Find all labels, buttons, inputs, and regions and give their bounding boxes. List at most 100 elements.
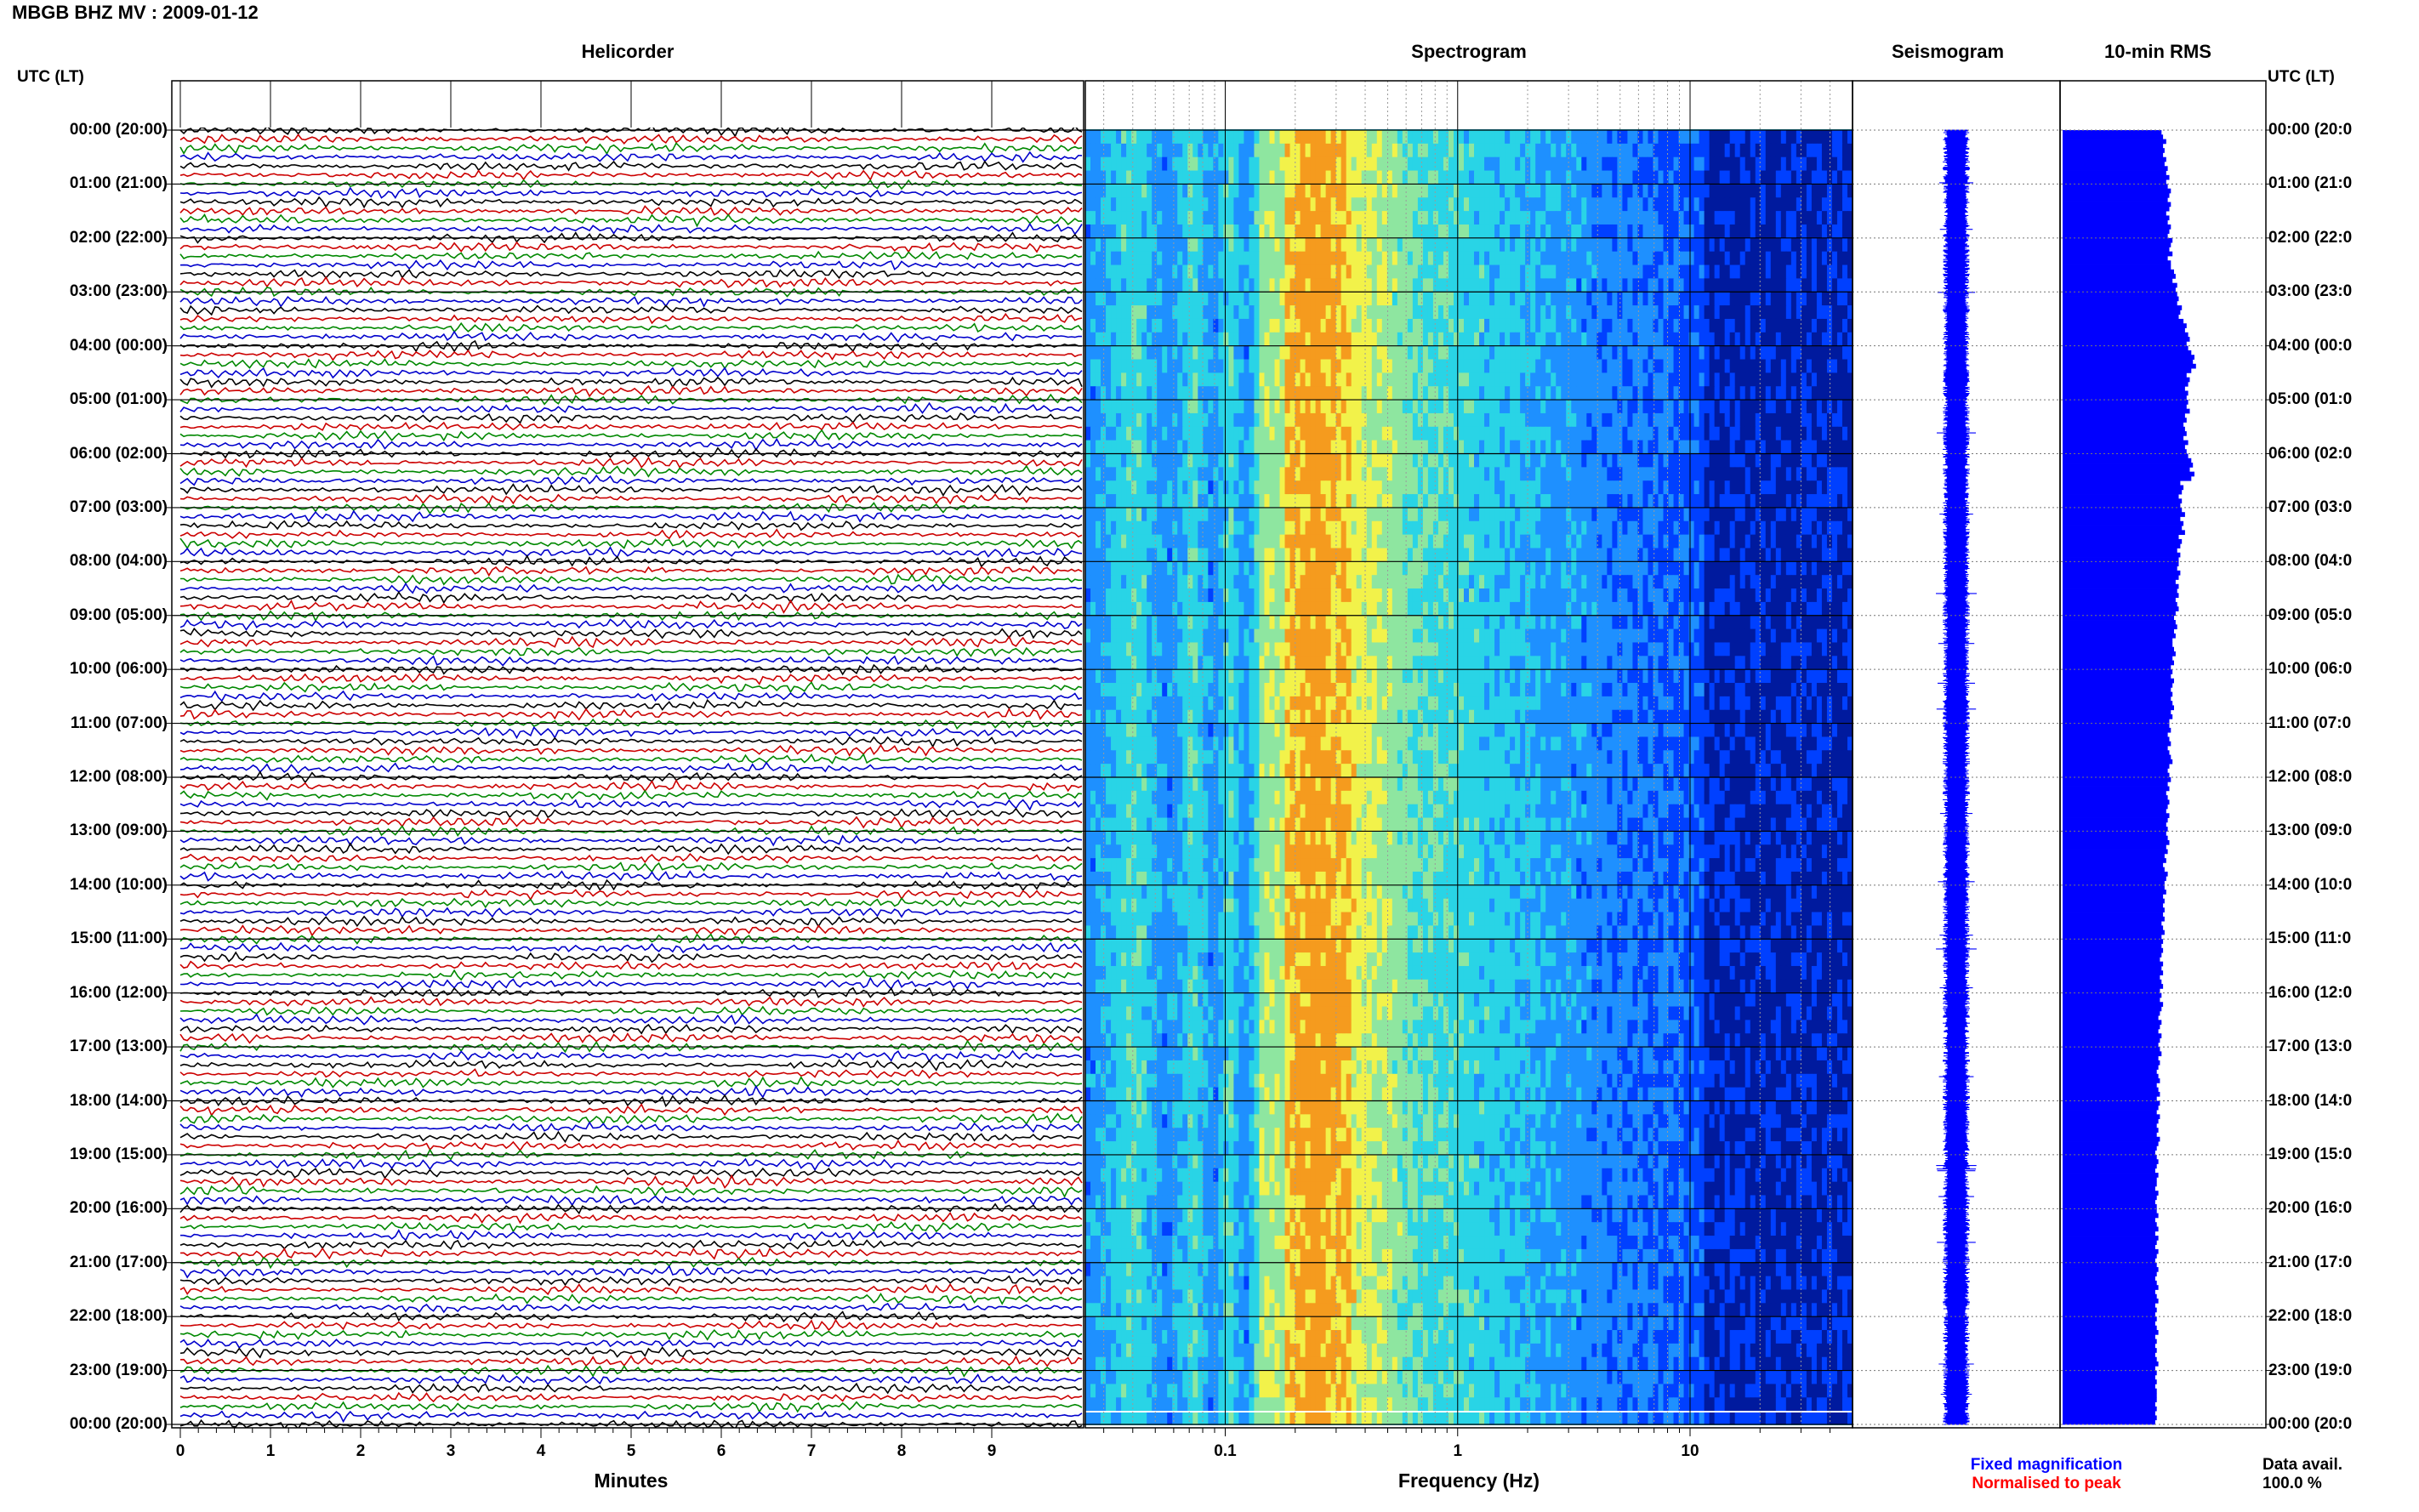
- spectrogram-cell: [1182, 305, 1188, 320]
- spectrogram-cell: [1678, 372, 1685, 387]
- spectrogram-cell: [1750, 520, 1756, 536]
- spectrogram-cell: [1269, 332, 1276, 347]
- spectrogram-cell: [1096, 386, 1101, 401]
- spectrogram-cell: [1177, 237, 1183, 253]
- spectrogram-cell: [1515, 386, 1521, 401]
- spectrogram-cell: [1688, 292, 1695, 306]
- spectrogram-cell: [1602, 507, 1608, 522]
- spectrogram-cell: [1407, 440, 1414, 455]
- spectrogram-cell: [1632, 237, 1639, 253]
- spectrogram-cell: [1760, 130, 1767, 145]
- spectrogram-cell: [1525, 184, 1531, 198]
- spectrogram-cell: [1116, 548, 1122, 562]
- spectrogram-cell: [1750, 494, 1756, 509]
- spectrogram-cell: [1535, 332, 1541, 347]
- spectrogram-cell: [1765, 534, 1772, 549]
- spectrogram-cell: [1489, 237, 1495, 253]
- spectrogram-cell: [1581, 143, 1587, 158]
- spectrogram-cell: [1571, 359, 1577, 373]
- spectrogram-cell: [1847, 184, 1853, 198]
- spectrogram-cell: [1693, 332, 1700, 347]
- spectrogram-cell: [1602, 359, 1608, 373]
- spectrogram-cell: [1427, 224, 1434, 239]
- spectrogram-cell: [1709, 211, 1716, 225]
- spectrogram-cell: [1494, 278, 1500, 293]
- spectrogram-cell: [1729, 400, 1736, 414]
- spectrogram-cell: [1172, 426, 1178, 441]
- spectrogram-cell: [1182, 372, 1188, 387]
- spectrogram-cell: [1167, 251, 1173, 266]
- spectrogram-cell: [1469, 534, 1475, 549]
- spectrogram-cell: [1325, 494, 1332, 509]
- spectrogram-cell: [1264, 372, 1271, 387]
- spectrogram-cell: [1571, 251, 1577, 266]
- spectrogram-cell: [1259, 332, 1266, 347]
- spectrogram-cell: [1274, 264, 1281, 279]
- spectrogram-cell: [1790, 386, 1797, 401]
- spectrogram-cell: [1346, 197, 1352, 212]
- spectrogram-cell: [1683, 534, 1690, 549]
- spectrogram-cell: [1673, 548, 1680, 562]
- spectrogram-cell: [1581, 251, 1587, 266]
- spectrogram-cell: [1632, 412, 1639, 428]
- spectrogram-cell: [1448, 318, 1454, 333]
- spectrogram-cell: [1607, 467, 1613, 481]
- spectrogram-cell: [1622, 400, 1629, 414]
- spectrogram-cell: [1289, 561, 1296, 576]
- spectrogram-cell: [1530, 264, 1536, 279]
- spectrogram-cell: [1479, 292, 1485, 306]
- spectrogram-cell: [1101, 494, 1107, 509]
- spectrogram-cell: [1683, 224, 1690, 239]
- spectrogram-cell: [1607, 305, 1613, 320]
- spectrogram-cell: [1116, 412, 1122, 428]
- spectrogram-cell: [1790, 467, 1797, 481]
- spectrogram-cell: [1500, 400, 1505, 414]
- spectrogram-cell: [1106, 170, 1112, 185]
- spectrogram-cell: [1213, 184, 1219, 198]
- spectrogram-cell: [1152, 170, 1158, 185]
- spectrogram-cell: [1116, 156, 1122, 172]
- spectrogram-cell: [1836, 251, 1843, 266]
- spectrogram-cell: [1591, 305, 1597, 320]
- spectrogram-cell: [1617, 170, 1623, 185]
- spectrogram-cell: [1381, 520, 1388, 536]
- spectrogram-cell: [1320, 426, 1327, 441]
- spectrogram-cell: [1617, 264, 1623, 279]
- spectrogram-cell: [1627, 184, 1634, 198]
- spectrogram-cell: [1668, 412, 1675, 428]
- spectrogram-cell: [1249, 251, 1255, 266]
- spectrogram-cell: [1111, 494, 1117, 509]
- spectrogram-cell: [1121, 318, 1127, 333]
- spectrogram-cell: [1458, 440, 1465, 455]
- spectrogram-cell: [1576, 224, 1582, 239]
- spectrogram-cell: [1157, 400, 1163, 414]
- spectrogram-cell: [1437, 264, 1444, 279]
- spectrogram-cell: [1581, 507, 1587, 522]
- spectrogram-cell: [1162, 305, 1168, 320]
- spectrogram-cell: [1356, 359, 1363, 373]
- spectrogram-cell: [1238, 184, 1245, 198]
- spectrogram-cell: [1182, 224, 1188, 239]
- spectrogram-cell: [1551, 548, 1557, 562]
- spectrogram-cell: [1330, 197, 1337, 212]
- spectrogram-cell: [1637, 480, 1644, 495]
- spectrogram-cell: [1734, 292, 1741, 306]
- spectrogram-cell: [1310, 251, 1317, 266]
- spectrogram-cell: [1673, 534, 1680, 549]
- spectrogram-cell: [1126, 170, 1132, 185]
- spectrogram-cell: [1571, 494, 1577, 509]
- spectrogram-cell: [1581, 548, 1587, 562]
- spectrogram-cell: [1147, 359, 1153, 373]
- spectrogram-cell: [1724, 520, 1731, 536]
- spectrogram-cell: [1561, 440, 1567, 455]
- spectrogram-cell: [1187, 548, 1193, 562]
- spectrogram-cell: [1469, 372, 1475, 387]
- spectrogram-cell: [1719, 292, 1726, 306]
- spectrogram-cell: [1836, 467, 1843, 481]
- spectrogram-cell: [1340, 184, 1347, 198]
- spectrogram-cell: [1648, 170, 1654, 185]
- spectrogram-cell: [1831, 359, 1838, 373]
- spectrogram-cell: [1729, 130, 1736, 145]
- spectrogram-cell: [1346, 278, 1352, 293]
- spectrogram-cell: [1673, 224, 1680, 239]
